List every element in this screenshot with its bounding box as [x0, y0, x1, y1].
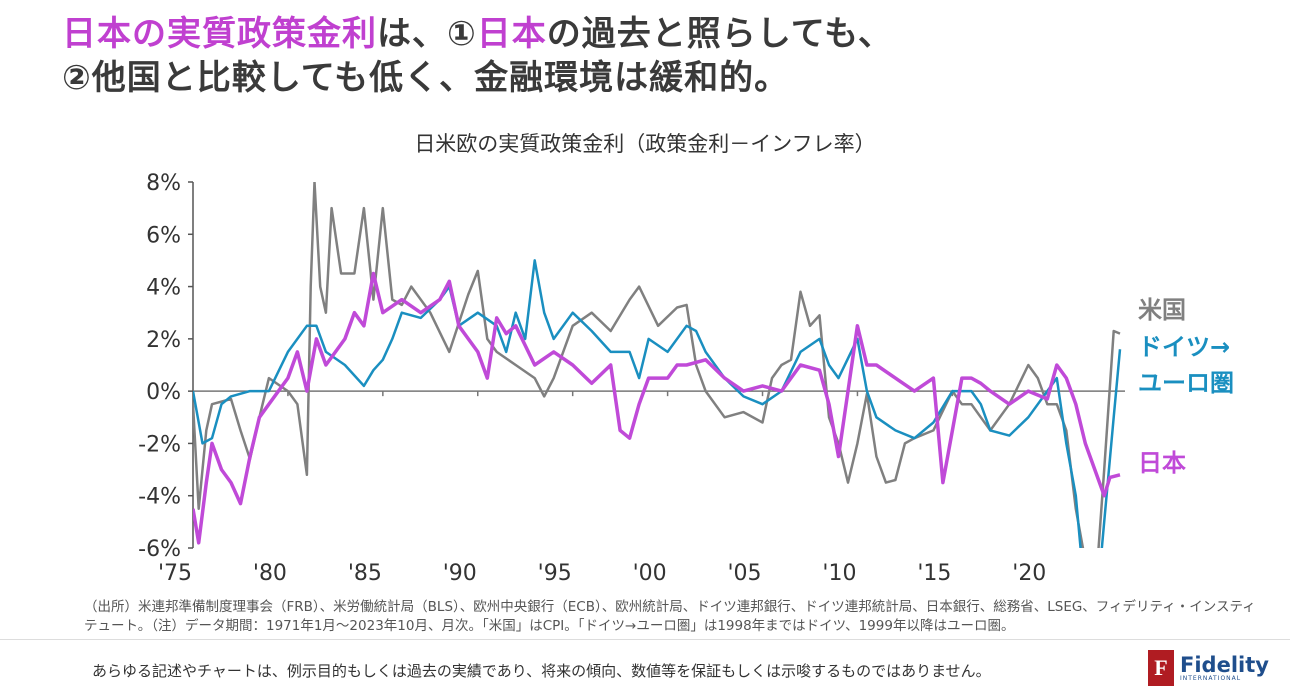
x-tick-label: '75	[158, 561, 192, 586]
headline-segment: は、①	[377, 14, 477, 54]
series-line-0	[193, 182, 1121, 548]
x-tick-label: '10	[822, 561, 856, 586]
divider	[0, 639, 1290, 640]
x-tick-label: '20	[1012, 561, 1046, 586]
disclaimer: あらゆる記述やチャートは、例示目的もしくは過去の実績であり、将来の傾向、数値等を…	[92, 662, 991, 680]
y-tick-label: -2%	[138, 432, 181, 457]
x-tick-label: '00	[633, 561, 667, 586]
source-note: （出所）米連邦準備制度理事会（FRB）、米労働統計局（BLS）、欧州中央銀行（E…	[84, 599, 1256, 634]
logo-name: Fidelity	[1180, 652, 1269, 677]
y-tick-label: 4%	[146, 276, 181, 301]
headline-segment: の過去と照らしても、	[546, 14, 894, 54]
legend-us: 米国	[1138, 296, 1186, 324]
chart-title: 日米欧の実質政策金利（政策金利－インフレ率）	[414, 132, 876, 156]
x-tick-label: '15	[917, 561, 951, 586]
y-tick-label: 8%	[146, 171, 181, 196]
series-line-1	[193, 259, 1122, 548]
logo-mark-icon: F	[1148, 650, 1174, 686]
fidelity-logo: F Fidelity INTERNATIONAL	[1148, 650, 1269, 686]
x-tick-label: '80	[253, 561, 287, 586]
series-line-2	[193, 271, 1121, 545]
x-tick-label: '90	[443, 561, 477, 586]
y-tick-label: -6%	[138, 537, 181, 562]
headline-line-1: 日本の実質政策金利は、①日本の過去と照らしても、	[62, 6, 893, 55]
line-chart: 8% 6% 4% 2% 0% -2% -4% -6%'75 '80 '85 '90 '95 '00 '05…	[138, 171, 1125, 586]
y-tick-label: 6%	[146, 223, 181, 248]
x-tick-label: '95	[538, 561, 572, 586]
logo-sub: INTERNATIONAL	[1180, 674, 1242, 682]
headline-line-2: ②他国と比較しても低く、金融環境は緩和的。	[62, 58, 790, 98]
headline-segment: 日本	[476, 14, 547, 54]
y-tick-label: -4%	[138, 485, 181, 510]
legend-jp: 日本	[1138, 449, 1186, 477]
legend-eu-line1: ドイツ→	[1138, 333, 1231, 361]
x-tick-label: '05	[728, 561, 762, 586]
y-tick-label: 0%	[146, 380, 181, 405]
legend-eu-line2: ユーロ圏	[1138, 369, 1234, 397]
x-tick-label: '85	[348, 561, 382, 586]
headline-segment: 日本の実質政策金利	[62, 14, 377, 54]
y-tick-label: 2%	[146, 328, 181, 353]
